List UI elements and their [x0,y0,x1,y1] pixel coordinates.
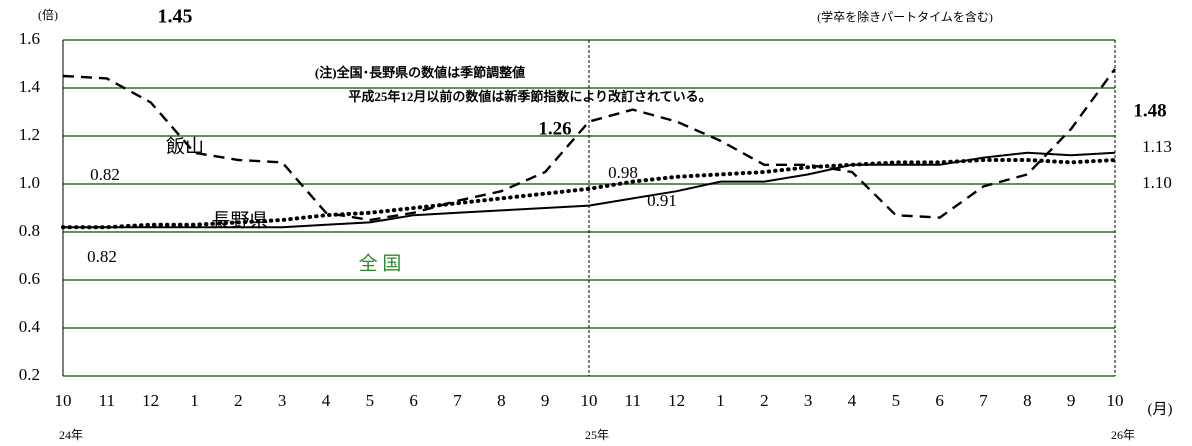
x-tick-label: 10 [55,391,72,410]
series-line [61,158,1117,230]
y-tick-label: 1.4 [19,77,41,96]
data-label: 1.48 [1133,100,1166,121]
y-tick-label: 1.6 [19,29,40,48]
data-label: 1.10 [1142,173,1172,192]
series-line [63,151,1116,229]
x-tick-label: 12 [142,391,159,410]
x-tick-label: 3 [278,391,287,410]
x-tick-label: 10 [1107,391,1124,410]
x-tick-label: 4 [848,391,857,410]
x-tick-label: 7 [453,391,462,410]
x-tick-label: 2 [760,391,769,410]
x-tick-label: 1 [716,391,725,410]
note: 平成25年12月以前の数値は新季節指数により改訂されている。 [348,89,711,104]
x-tick-label: 8 [497,391,506,410]
series-line [62,68,1116,222]
year-label: 24年 [59,428,83,442]
y-tick-label: 0.2 [19,365,40,384]
series-name: 飯山 [166,135,204,157]
y-tick-label: 0.6 [19,269,40,288]
note: (注)全国･長野県の数値は季節調整値 [315,65,525,80]
series-name: 長野県 [211,210,268,231]
subtitle: (学卒を除きパートタイムを含む) [817,9,993,24]
y-tick-label: 0.4 [19,317,41,336]
x-tick-label: 9 [1067,391,1076,410]
x-tick-label: 9 [541,391,550,410]
x-tick-label: 2 [234,391,243,410]
data-label: 0.82 [90,165,120,184]
x-tick-label: 8 [1023,391,1032,410]
year-label: 25年 [585,428,609,442]
x-tick-label: 4 [322,391,331,410]
y-tick-label: 0.8 [19,221,40,240]
year-label: 26年 [1111,428,1135,442]
x-tick-label: 7 [979,391,988,410]
x-tick-label: 6 [409,391,418,410]
data-label: 0.82 [87,247,117,266]
data-label: 0.91 [647,191,677,210]
x-unit: (月) [1148,401,1173,417]
data-label: 0.98 [608,163,638,182]
x-tick-label: 5 [892,391,901,410]
x-tick-label: 1 [190,391,199,410]
x-tick-label: 3 [804,391,813,410]
data-label: 1.13 [1142,137,1172,156]
x-tick-label: 11 [99,391,115,410]
x-tick-label: 11 [625,391,641,410]
data-label: 1.26 [538,118,571,139]
y-unit: (倍) [38,7,58,22]
x-tick-label: 6 [935,391,944,410]
series-name: 全 国 [359,252,402,274]
data-label: 1.45 [158,6,193,28]
y-tick-label: 1.2 [19,125,40,144]
y-tick-label: 1.0 [19,173,40,192]
x-tick-label: 10 [581,391,598,410]
x-tick-label: 12 [668,391,685,410]
x-tick-label: 5 [366,391,375,410]
